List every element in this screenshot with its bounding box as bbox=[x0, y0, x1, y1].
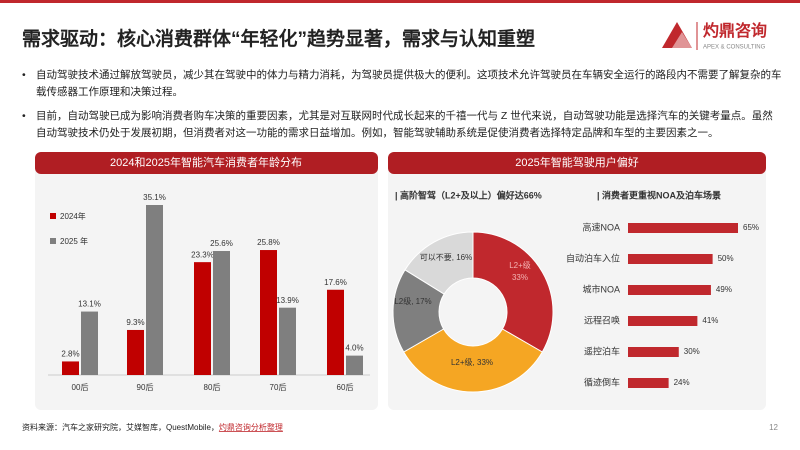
slice-label-line: 33% bbox=[512, 273, 528, 282]
value-label: 13.9% bbox=[276, 296, 299, 305]
bar bbox=[628, 378, 669, 388]
value-label: 17.6% bbox=[324, 278, 347, 287]
legend-label: 2024年 bbox=[60, 211, 86, 221]
x-tick-label: 80后 bbox=[204, 382, 221, 392]
bar bbox=[628, 223, 738, 233]
value-label: 9.3% bbox=[126, 318, 144, 327]
bar bbox=[346, 355, 363, 375]
top-bar bbox=[0, 0, 800, 3]
source-text: 资料来源：汽车之家研究院，艾媒智库，QuestMobile， bbox=[22, 422, 219, 432]
bar bbox=[146, 205, 163, 375]
panel-title: 2025年智能驾驶用户偏好 bbox=[515, 155, 638, 169]
logo-text: 灼鼎咨询 bbox=[703, 21, 767, 40]
chart-subtitle: | 消费者更重视NOA及泊车场景 bbox=[597, 189, 721, 200]
value-label: 30% bbox=[684, 347, 700, 356]
x-tick-label: 00后 bbox=[72, 382, 89, 392]
value-label: 25.6% bbox=[210, 239, 233, 248]
y-tick-label: 遥控泊车 bbox=[584, 345, 620, 356]
bullet: • 自动驾驶技术通过解放驾驶员，减少其在驾驶中的体力与精力消耗，为驾驶员提供极大的… bbox=[22, 67, 782, 101]
value-label: 41% bbox=[702, 316, 718, 325]
source-link: 灼鼎咨询分析整理 bbox=[219, 422, 283, 432]
slice-label: L2级, 17% bbox=[394, 296, 431, 306]
source: 资料来源：汽车之家研究院，艾媒智库，QuestMobile，灼鼎咨询分析整理 bbox=[22, 422, 283, 432]
slice-label: L2+级 33% bbox=[509, 260, 531, 282]
legend-label: 2025 年 bbox=[60, 236, 88, 246]
bar bbox=[628, 316, 698, 326]
x-tick-label: 60后 bbox=[337, 382, 354, 392]
legend-swatch bbox=[50, 238, 56, 244]
value-label: 25.8% bbox=[257, 238, 280, 247]
x-tick-label: 70后 bbox=[270, 382, 287, 392]
logo-icon-inner bbox=[672, 32, 692, 48]
bar bbox=[127, 329, 144, 375]
value-label: 24% bbox=[674, 378, 690, 387]
slice-label: 可以不要, 16% bbox=[420, 253, 472, 262]
value-label: 50% bbox=[718, 254, 734, 263]
bar bbox=[62, 361, 79, 375]
bar bbox=[628, 347, 679, 357]
donut-slice bbox=[404, 231, 474, 295]
y-tick-label: 循迹倒车 bbox=[584, 376, 620, 387]
bar bbox=[194, 262, 211, 375]
donut-slice bbox=[403, 328, 543, 393]
x-tick-label: 90后 bbox=[137, 382, 154, 392]
value-label: 2.8% bbox=[61, 350, 79, 359]
y-tick-label: 自动泊车入位 bbox=[566, 252, 620, 263]
bar bbox=[327, 289, 344, 375]
legend-swatch bbox=[50, 213, 56, 219]
bar bbox=[628, 285, 711, 295]
logo-subtext: APEX & CONSULTING bbox=[703, 45, 766, 51]
y-tick-label: 高速NOA bbox=[582, 221, 620, 232]
value-label: 23.3% bbox=[191, 250, 214, 259]
chart-subtitle: | 高阶智驾（L2+及以上）偏好达66% bbox=[395, 189, 542, 200]
slice-label: L2+级, 33% bbox=[451, 357, 493, 367]
bar bbox=[279, 307, 296, 375]
donut-slice bbox=[472, 231, 554, 353]
bar bbox=[260, 250, 277, 375]
value-label: 65% bbox=[743, 223, 759, 232]
page-number: 12 bbox=[769, 423, 778, 432]
bar bbox=[213, 251, 230, 375]
bullet-text: 目前，自动驾驶已成为影响消费者购车决策的重要因素，尤其是对互联网时代成长起来的千… bbox=[36, 110, 773, 139]
y-tick-label: 城市NOA bbox=[582, 283, 620, 294]
value-label: 13.1% bbox=[78, 300, 101, 309]
y-tick-label: 远程召唤 bbox=[584, 314, 620, 325]
slice-label-line: L2+级 bbox=[509, 260, 531, 270]
value-label: 4.0% bbox=[345, 344, 363, 353]
bar bbox=[628, 254, 713, 264]
panel-header bbox=[388, 152, 766, 174]
slide-title: 需求驱动：核心消费群体“年轻化”趋势显著，需求与认知重塑 bbox=[22, 27, 535, 50]
value-label: 49% bbox=[716, 285, 732, 294]
value-label: 35.1% bbox=[143, 193, 166, 202]
bar bbox=[81, 311, 98, 375]
bullet: • 目前，自动驾驶已成为影响消费者购车决策的重要因素，尤其是对互联网时代成长起来的… bbox=[22, 108, 782, 142]
panel-header bbox=[35, 152, 378, 174]
bullet-text: 自动驾驶技术通过解放驾驶员，减少其在驾驶中的体力与精力消耗，为驾驶员提供极大的便… bbox=[36, 69, 782, 98]
panel-title: 2024和2025年智能汽车消费者年龄分布 bbox=[110, 155, 302, 169]
